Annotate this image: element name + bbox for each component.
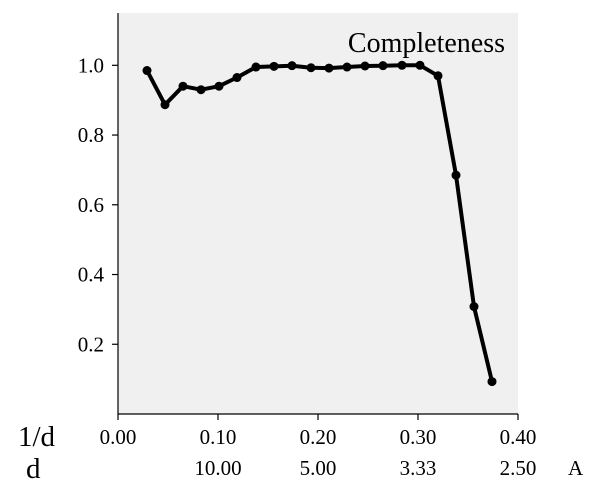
x-secondary-tick-label: 3.33 (400, 456, 437, 480)
data-point (142, 66, 152, 76)
x-secondary-tick-label: 2.50 (500, 456, 537, 480)
data-point (160, 100, 170, 110)
data-point (306, 63, 316, 73)
data-point (378, 61, 388, 71)
data-point (487, 377, 497, 387)
data-point (324, 63, 334, 73)
x-axis-name: 1/d (18, 421, 56, 453)
data-point (196, 85, 206, 95)
x-secondary-axis-name: d (26, 453, 41, 485)
x-tick-label: 0.20 (300, 425, 337, 449)
data-point (469, 302, 479, 312)
data-point (451, 170, 461, 180)
y-tick-label: 0.2 (78, 332, 104, 356)
data-point (214, 81, 224, 91)
data-point (287, 61, 297, 71)
y-tick-label: 0.4 (78, 263, 105, 287)
data-point (269, 61, 279, 71)
x-secondary-tick-label: 5.00 (300, 456, 337, 480)
y-tick-label: 1.0 (78, 53, 104, 77)
data-point (397, 60, 407, 70)
data-point (360, 61, 370, 71)
x-tick-label: 0.00 (100, 425, 137, 449)
data-point (232, 73, 242, 83)
x-tick-label: 0.40 (500, 425, 537, 449)
data-point (415, 60, 425, 70)
data-point (433, 71, 443, 81)
x-secondary-unit-label: A (568, 456, 584, 480)
x-tick-label: 0.30 (400, 425, 437, 449)
x-secondary-tick-label: 10.00 (194, 456, 241, 480)
data-point (251, 62, 261, 72)
y-tick-label: 0.6 (78, 193, 104, 217)
plot-background (118, 13, 518, 414)
data-point (178, 81, 188, 91)
chart-title: Completeness (348, 28, 505, 59)
y-tick-label: 0.8 (78, 123, 104, 147)
x-tick-label: 0.10 (200, 425, 237, 449)
chart-marks: 0.2 0.4 0.6 0.8 1.0 0.00 0.10 0.20 0.30 0.40 10.00… (78, 13, 537, 480)
data-point (342, 62, 352, 72)
